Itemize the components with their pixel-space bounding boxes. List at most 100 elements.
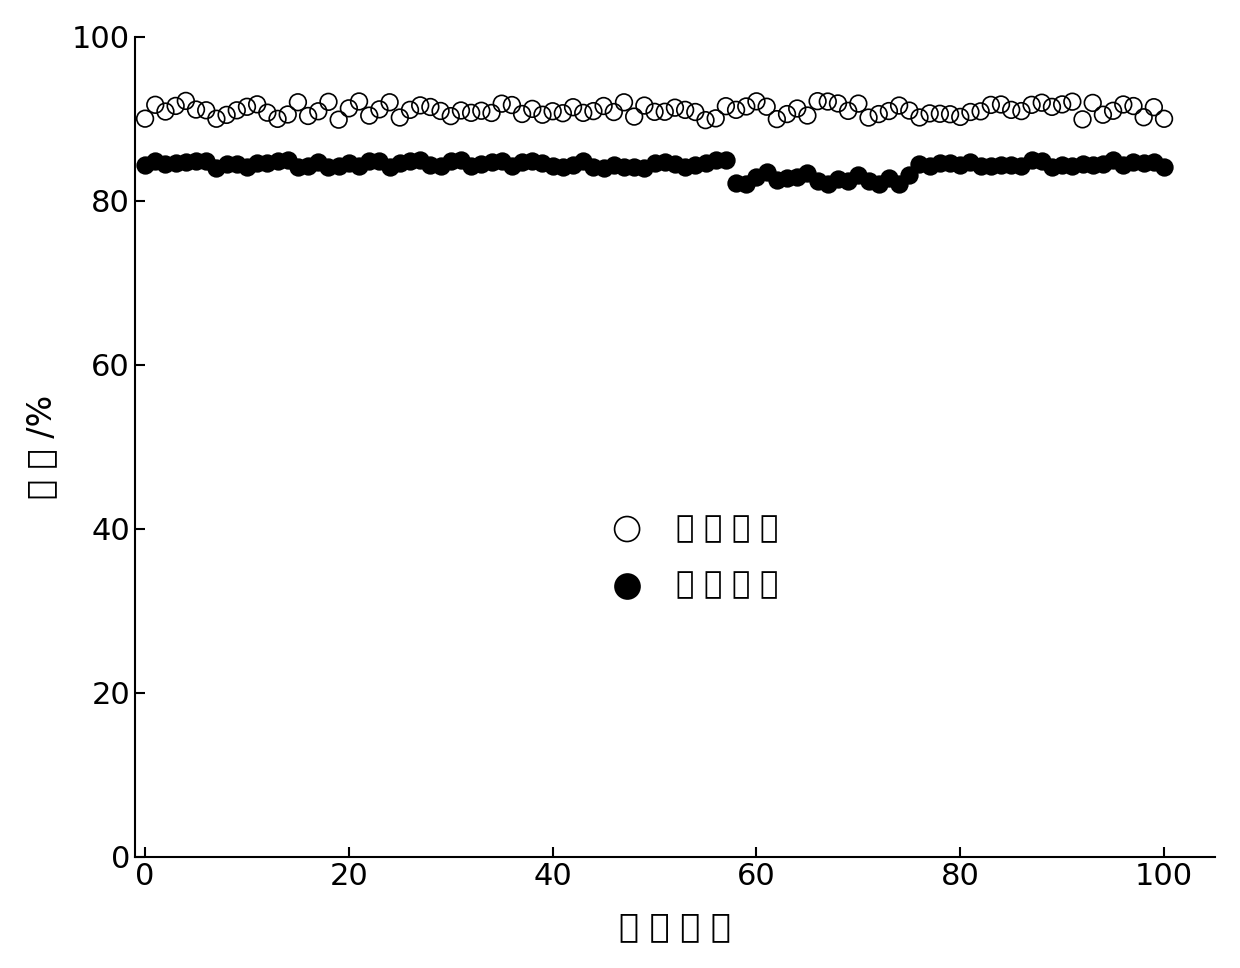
库 伦 效 率 xyxy=(879,104,899,119)
库 伦 效 率 xyxy=(807,94,827,109)
能 量 效 率 xyxy=(360,154,379,169)
库 伦 效 率 xyxy=(389,109,409,125)
库 伦 效 率 xyxy=(1104,103,1123,118)
库 伦 效 率 xyxy=(624,108,644,124)
库 伦 效 率 xyxy=(207,111,227,127)
库 伦 效 率 xyxy=(797,107,817,123)
库 伦 效 率 xyxy=(247,97,267,112)
能 量 效 率 xyxy=(594,160,614,175)
能 量 效 率 xyxy=(451,153,471,168)
库 伦 效 率 xyxy=(594,99,614,114)
库 伦 效 率 xyxy=(155,104,175,119)
库 伦 效 率 xyxy=(268,111,288,127)
X-axis label: 循 环 次 数: 循 环 次 数 xyxy=(619,910,730,943)
能 量 效 率 xyxy=(441,153,461,168)
库 伦 效 率 xyxy=(604,105,624,120)
能 量 效 率 xyxy=(1092,156,1112,171)
能 量 效 率 xyxy=(329,158,348,173)
库 伦 效 率 xyxy=(910,109,930,125)
库 伦 效 率 xyxy=(715,99,735,114)
库 伦 效 率 xyxy=(135,111,155,127)
库 伦 效 率 xyxy=(410,98,430,113)
库 伦 效 率 xyxy=(1012,104,1032,119)
库 伦 效 率 xyxy=(1092,107,1112,123)
库 伦 效 率 xyxy=(1114,97,1133,112)
库 伦 效 率 xyxy=(961,105,981,120)
库 伦 效 率 xyxy=(665,100,684,115)
库 伦 效 率 xyxy=(481,106,501,121)
库 伦 效 率 xyxy=(329,112,348,128)
能 量 效 率 xyxy=(339,155,358,170)
库 伦 效 率 xyxy=(676,102,696,117)
能 量 效 率 xyxy=(1123,155,1143,170)
能 量 效 率 xyxy=(930,156,950,171)
库 伦 效 率 xyxy=(553,106,573,121)
能 量 效 率 xyxy=(166,155,186,170)
库 伦 效 率 xyxy=(309,104,329,119)
库 伦 效 率 xyxy=(1032,95,1052,110)
能 量 效 率 xyxy=(1114,157,1133,172)
能 量 效 率 xyxy=(777,170,797,186)
能 量 效 率 xyxy=(858,173,878,189)
库 伦 效 率 xyxy=(401,102,420,117)
能 量 效 率 xyxy=(1012,159,1032,174)
库 伦 效 率 xyxy=(696,112,715,128)
能 量 效 率 xyxy=(746,168,766,184)
能 量 效 率 xyxy=(991,157,1011,172)
库 伦 效 率 xyxy=(1042,99,1061,114)
库 伦 效 率 xyxy=(686,105,706,120)
能 量 效 率 xyxy=(389,156,409,171)
库 伦 效 率 xyxy=(920,106,940,121)
库 伦 效 率 xyxy=(145,97,165,112)
能 量 效 率 xyxy=(971,159,991,174)
库 伦 效 率 xyxy=(1073,111,1092,127)
能 量 效 率 xyxy=(247,156,267,171)
库 伦 效 率 xyxy=(441,108,461,124)
库 伦 效 率 xyxy=(237,99,257,114)
能 量 效 率 xyxy=(379,160,399,175)
能 量 效 率 xyxy=(522,153,542,168)
能 量 效 率 xyxy=(838,173,858,189)
库 伦 效 率 xyxy=(1001,103,1021,118)
能 量 效 率 xyxy=(737,176,756,192)
库 伦 效 率 xyxy=(370,102,389,117)
能 量 效 率 xyxy=(696,155,715,170)
库 伦 效 率 xyxy=(502,98,522,113)
能 量 效 率 xyxy=(676,159,696,174)
库 伦 效 率 xyxy=(186,102,206,117)
能 量 效 率 xyxy=(502,159,522,174)
能 量 效 率 xyxy=(288,159,308,174)
库 伦 效 率 xyxy=(288,95,308,110)
库 伦 效 率 xyxy=(614,95,634,110)
能 量 效 率 xyxy=(1154,160,1174,175)
库 伦 效 率 xyxy=(756,99,776,114)
能 量 效 率 xyxy=(727,175,746,191)
库 伦 效 率 xyxy=(858,109,878,125)
能 量 效 率 xyxy=(319,159,339,174)
能 量 效 率 xyxy=(1022,152,1042,167)
库 伦 效 率 xyxy=(981,97,1001,112)
库 伦 效 率 xyxy=(451,103,471,118)
库 伦 效 率 xyxy=(991,97,1011,112)
库 伦 效 率 xyxy=(563,100,583,115)
库 伦 效 率 xyxy=(1123,99,1143,114)
能 量 效 率 xyxy=(807,173,827,189)
能 量 效 率 xyxy=(797,165,817,180)
能 量 效 率 xyxy=(848,167,868,183)
能 量 效 率 xyxy=(401,154,420,169)
库 伦 效 率 xyxy=(930,106,950,122)
能 量 效 率 xyxy=(207,160,227,175)
库 伦 效 率 xyxy=(1083,95,1102,110)
能 量 效 率 xyxy=(298,158,317,173)
能 量 效 率 xyxy=(624,159,644,174)
能 量 效 率 xyxy=(155,157,175,172)
库 伦 效 率 xyxy=(1145,100,1164,115)
能 量 效 率 xyxy=(410,152,430,167)
能 量 效 率 xyxy=(309,155,329,170)
库 伦 效 率 xyxy=(319,94,339,109)
能 量 效 率 xyxy=(950,158,970,173)
库 伦 效 率 xyxy=(430,104,450,119)
能 量 效 率 xyxy=(1032,153,1052,168)
库 伦 效 率 xyxy=(278,106,298,122)
库 伦 效 率 xyxy=(766,111,786,127)
